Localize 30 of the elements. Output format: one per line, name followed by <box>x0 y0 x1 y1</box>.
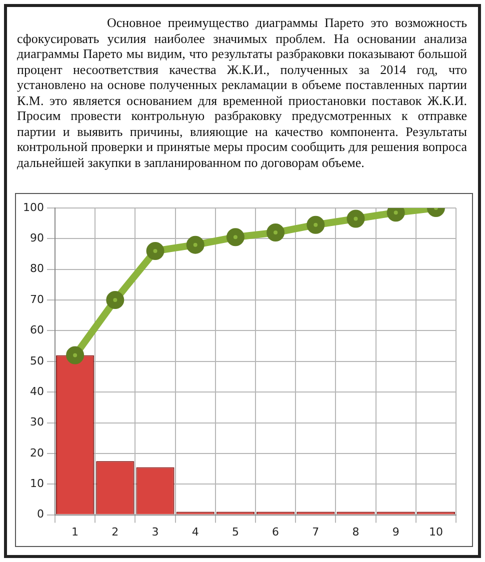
x-tick-label: 7 <box>312 525 320 538</box>
x-tick-label: 4 <box>192 525 199 538</box>
point <box>306 216 325 234</box>
point <box>346 210 365 228</box>
y-tick-label: 0 <box>36 508 44 521</box>
point <box>146 242 164 260</box>
x-tick-label: 5 <box>232 525 239 538</box>
y-tick-label: 70 <box>30 292 44 306</box>
point <box>66 346 84 364</box>
y-tick-label: 30 <box>30 416 44 429</box>
point <box>186 236 204 254</box>
x-tick-label: 2 <box>112 525 119 538</box>
point <box>266 224 285 242</box>
y-tick-label: 60 <box>30 324 44 337</box>
x-tick-label: 9 <box>392 525 400 538</box>
point <box>226 228 244 246</box>
x-tick-label: 10 <box>428 525 443 538</box>
y-tick-label: 50 <box>30 354 44 368</box>
x-tick-label: 6 <box>272 525 280 538</box>
y-tick-label: 10 <box>30 476 44 490</box>
y-tick-label: 80 <box>30 262 44 276</box>
x-tick-label: 8 <box>352 525 360 538</box>
x-tick-label: 1 <box>72 525 79 538</box>
y-tick-label: 100 <box>22 200 44 214</box>
x-tick-label: 3 <box>152 525 159 538</box>
y-tick-label: 40 <box>30 384 44 398</box>
point <box>106 291 124 310</box>
y-tick-label: 20 <box>30 446 44 460</box>
y-tick-label: 90 <box>30 232 44 245</box>
text: Основное преимущество диаграммы Парето это возможность сфокусировать усилия наиболее значимых проблем. На основании анализа диаграммы Парето мы видим, что результаты разбраковки показывают большой процент несоответствия качества Ж.К.И., полученных за 2014 год, что установлено на основе полученных рекламации в объеме поставленных партии К.М. это является основанием для временной приостановки поставок Ж.К.И. Просим провести контрольную разбраковку предусмотренных к отправке партии и выявить причины, влияющие на качество компонента. Результаты контрольной проверки и принятые меры просим сообщить для решения вопроса дальнейшей закупки в запланированном по договорам объеме. <box>17 15 467 170</box>
